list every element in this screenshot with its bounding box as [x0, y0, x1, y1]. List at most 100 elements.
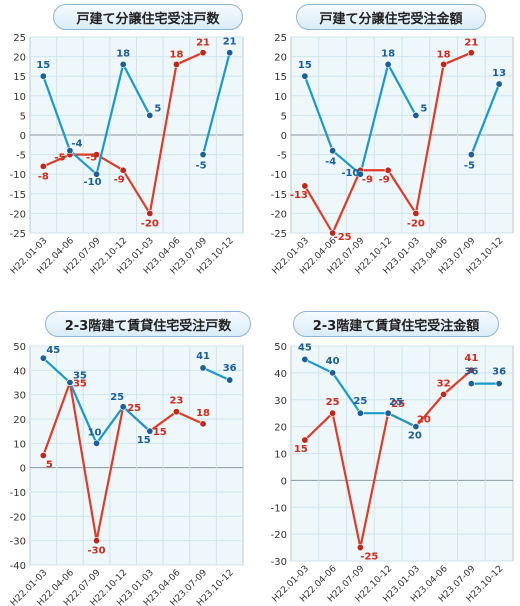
data-point	[467, 151, 475, 159]
chart-title-1: 戸建て分譲住宅受注戸数	[53, 4, 243, 30]
data-point	[467, 380, 475, 388]
chart-4: -30-20-1001020304050H22.01-03H22.04-06H2…	[271, 342, 514, 605]
y-tick-label: 25	[274, 33, 287, 44]
data-point	[467, 49, 475, 57]
data-label: -10	[341, 168, 359, 179]
data-label: -20	[407, 218, 425, 229]
series-line	[201, 52, 231, 155]
data-point	[199, 364, 207, 372]
data-label: 15	[153, 427, 167, 438]
data-label: 25	[389, 397, 403, 408]
data-point	[93, 151, 101, 159]
data-point	[199, 49, 207, 57]
y-tick-label: 50	[274, 342, 287, 353]
y-tick-label: 15	[274, 72, 287, 83]
y-tick-label: -25	[10, 229, 26, 240]
y-tick-label: -5	[16, 151, 26, 162]
data-label: 25	[326, 397, 340, 408]
y-tick-label: -20	[271, 209, 287, 220]
y-tick-label: -20	[271, 530, 287, 541]
data-point	[384, 166, 392, 174]
data-point	[467, 366, 475, 374]
data-point	[66, 147, 74, 155]
data-label: -5	[86, 153, 97, 164]
chart-2: -25-20-15-10-50510152025H22.01-03H22.04-…	[271, 33, 514, 277]
data-point	[495, 80, 503, 88]
data-point	[39, 162, 47, 170]
data-point	[93, 439, 101, 447]
data-label: 36	[492, 367, 506, 378]
y-tick-label: -10	[10, 488, 26, 499]
data-label: 41	[196, 351, 210, 362]
y-tick-label: 20	[13, 415, 26, 426]
data-point	[39, 72, 47, 80]
data-label: -4	[325, 157, 336, 168]
data-point	[119, 403, 127, 411]
data-point	[440, 390, 448, 398]
data-label: 25	[127, 403, 141, 414]
data-label: 18	[437, 49, 451, 60]
y-tick-label: 40	[13, 366, 26, 377]
data-label: 25	[391, 399, 405, 410]
data-label: 10	[88, 427, 102, 438]
series-line	[470, 83, 501, 156]
data-point	[146, 111, 154, 119]
data-point	[199, 420, 207, 428]
y-tick-label: -30	[10, 537, 26, 548]
y-tick-label: -10	[10, 170, 26, 181]
data-point	[39, 452, 47, 460]
data-point	[146, 427, 154, 435]
y-tick-label: 30	[274, 396, 287, 407]
data-label: 13	[492, 68, 506, 79]
data-label: 40	[326, 356, 340, 367]
data-label: 15	[294, 444, 308, 455]
chart-1: -25-20-15-10-50510152025H22.01-03H22.04-…	[9, 33, 244, 277]
data-label: -5	[196, 161, 207, 172]
y-tick-label: 30	[13, 391, 26, 402]
y-tick-label: -20	[10, 512, 26, 523]
data-label: 36	[223, 363, 237, 374]
y-tick-label: 0	[281, 476, 287, 487]
data-point	[329, 229, 337, 237]
data-point	[356, 409, 364, 417]
y-tick-label: 5	[281, 111, 287, 122]
data-point	[329, 369, 337, 377]
data-label: 5	[154, 103, 161, 114]
data-label: -10	[84, 177, 102, 188]
y-tick-label: 10	[274, 92, 287, 103]
data-label: 32	[437, 378, 451, 389]
data-point	[301, 436, 309, 444]
data-point	[146, 209, 154, 217]
data-label: -5	[464, 161, 475, 172]
y-tick-label: 20	[274, 423, 287, 434]
y-tick-label: 20	[274, 53, 287, 64]
data-label: 20	[417, 415, 431, 426]
data-point	[172, 60, 180, 68]
y-tick-label: 15	[13, 72, 26, 83]
chart-3: -40-30-20-1001020304050H22.01-03H22.04-0…	[9, 342, 244, 606]
data-point	[356, 544, 364, 552]
y-tick-label: 40	[274, 369, 287, 380]
data-point	[495, 380, 503, 388]
data-label: 15	[298, 60, 312, 71]
y-tick-label: 5	[20, 111, 26, 122]
data-label: -9	[114, 174, 125, 185]
y-tick-label: -15	[10, 190, 26, 201]
y-tick-label: -30	[271, 557, 287, 568]
data-label: 21	[223, 37, 237, 48]
data-label: -13	[290, 190, 308, 201]
data-point	[199, 151, 207, 159]
data-point	[329, 147, 337, 155]
data-label: 18	[196, 408, 210, 419]
data-label: -25	[360, 552, 378, 563]
data-label: -5	[54, 153, 65, 164]
data-point	[93, 537, 101, 545]
data-point	[66, 379, 74, 387]
y-tick-label: 10	[13, 439, 26, 450]
data-point	[39, 354, 47, 362]
data-label: -25	[334, 232, 352, 243]
y-tick-label: -20	[10, 209, 26, 220]
y-tick-label: 25	[13, 33, 26, 44]
data-label: 23	[169, 396, 183, 407]
data-point	[384, 409, 392, 417]
